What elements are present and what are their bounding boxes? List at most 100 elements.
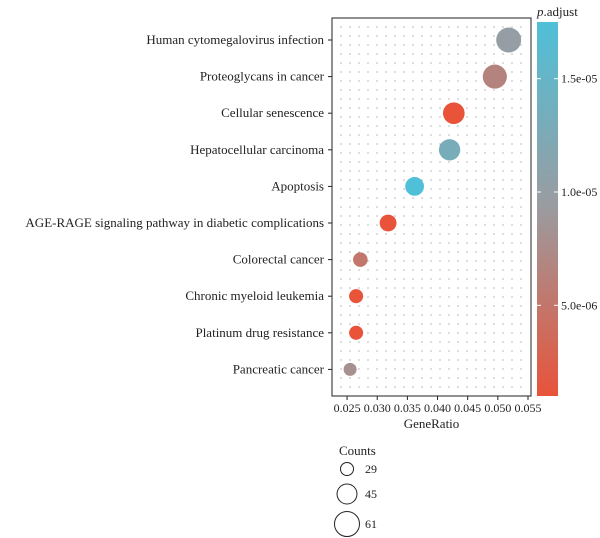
grid-dot bbox=[457, 377, 459, 379]
grid-dot bbox=[412, 197, 414, 199]
grid-dot bbox=[448, 314, 450, 316]
grid-dot bbox=[358, 152, 360, 154]
grid-dot bbox=[421, 134, 423, 136]
x-tick-label: 0.045 bbox=[454, 401, 481, 415]
grid-dot bbox=[457, 197, 459, 199]
grid-dot bbox=[511, 287, 513, 289]
grid-dot bbox=[475, 116, 477, 118]
size-legend: Counts 29 45 61 bbox=[334, 443, 377, 537]
grid-dot bbox=[412, 62, 414, 64]
grid-dot bbox=[448, 296, 450, 298]
grid-dot bbox=[385, 107, 387, 109]
grid-dot bbox=[394, 71, 396, 73]
grid-dot bbox=[502, 278, 504, 280]
grid-dot bbox=[466, 359, 468, 361]
grid-dot bbox=[340, 53, 342, 55]
grid-dot bbox=[466, 125, 468, 127]
grid-dot bbox=[340, 359, 342, 361]
grid-dot bbox=[520, 278, 522, 280]
grid-dot bbox=[466, 215, 468, 217]
grid-dot bbox=[466, 278, 468, 280]
grid-dot bbox=[349, 323, 351, 325]
grid-dot bbox=[430, 224, 432, 226]
grid-dot bbox=[349, 62, 351, 64]
grid-dot bbox=[412, 44, 414, 46]
grid-dot bbox=[511, 224, 513, 226]
grid-dot bbox=[430, 116, 432, 118]
grid-dot bbox=[475, 53, 477, 55]
grid-dot bbox=[439, 296, 441, 298]
grid-dot bbox=[430, 386, 432, 388]
grid-dot bbox=[430, 152, 432, 154]
grid-dot bbox=[484, 341, 486, 343]
grid-dot bbox=[511, 179, 513, 181]
grid-dot bbox=[349, 107, 351, 109]
grid-dot bbox=[403, 332, 405, 334]
grid-dot bbox=[484, 53, 486, 55]
grid-dot bbox=[430, 170, 432, 172]
grid-dot bbox=[493, 161, 495, 163]
grid-dot bbox=[484, 26, 486, 28]
grid-dot bbox=[367, 215, 369, 217]
grid-dot bbox=[439, 386, 441, 388]
grid-dot bbox=[457, 62, 459, 64]
grid-dot bbox=[412, 224, 414, 226]
x-tick-label: 0.055 bbox=[514, 401, 541, 415]
grid-dot bbox=[358, 179, 360, 181]
grid-dot bbox=[403, 179, 405, 181]
grid-dot bbox=[358, 170, 360, 172]
grid-dot bbox=[376, 269, 378, 271]
grid-dot bbox=[367, 116, 369, 118]
grid-dot bbox=[457, 26, 459, 28]
grid-dot bbox=[439, 62, 441, 64]
grid-dot bbox=[439, 359, 441, 361]
grid-dot bbox=[466, 197, 468, 199]
grid-dot bbox=[367, 26, 369, 28]
grid-dot bbox=[403, 233, 405, 235]
grid-dot bbox=[421, 296, 423, 298]
grid-dot bbox=[448, 53, 450, 55]
grid-dot bbox=[520, 377, 522, 379]
grid-dot bbox=[448, 71, 450, 73]
grid-dot bbox=[358, 89, 360, 91]
grid-dot bbox=[385, 35, 387, 37]
grid-dot bbox=[520, 26, 522, 28]
grid-dot bbox=[358, 80, 360, 82]
size-legend-circle bbox=[340, 462, 354, 476]
grid-dot bbox=[376, 188, 378, 190]
grid-dot bbox=[349, 233, 351, 235]
grid-dot bbox=[376, 323, 378, 325]
grid-dot bbox=[457, 323, 459, 325]
grid-dot bbox=[394, 125, 396, 127]
grid-dot bbox=[376, 161, 378, 163]
grid-dot bbox=[376, 197, 378, 199]
grid-dot bbox=[448, 179, 450, 181]
grid-dot bbox=[457, 179, 459, 181]
grid-dot bbox=[394, 26, 396, 28]
grid-dot bbox=[421, 359, 423, 361]
grid-dot bbox=[448, 332, 450, 334]
grid-dot bbox=[367, 35, 369, 37]
grid-dot bbox=[367, 107, 369, 109]
grid-dot bbox=[439, 224, 441, 226]
grid-dot bbox=[502, 368, 504, 370]
grid-dot bbox=[358, 161, 360, 163]
grid-dot bbox=[385, 242, 387, 244]
grid-dot bbox=[394, 305, 396, 307]
grid-dot bbox=[340, 251, 342, 253]
grid-dot bbox=[403, 152, 405, 154]
grid-dot bbox=[493, 152, 495, 154]
grid-dot bbox=[457, 260, 459, 262]
grid-dot bbox=[385, 80, 387, 82]
grid-dot bbox=[502, 188, 504, 190]
grid-dot bbox=[484, 125, 486, 127]
x-tick-label: 0.050 bbox=[484, 401, 511, 415]
grid-dot bbox=[376, 233, 378, 235]
grid-dot bbox=[403, 242, 405, 244]
grid-dot bbox=[466, 35, 468, 37]
grid-dot bbox=[511, 134, 513, 136]
grid-dot bbox=[475, 143, 477, 145]
grid-dot bbox=[340, 98, 342, 100]
grid-dot bbox=[358, 377, 360, 379]
grid-dot bbox=[502, 125, 504, 127]
